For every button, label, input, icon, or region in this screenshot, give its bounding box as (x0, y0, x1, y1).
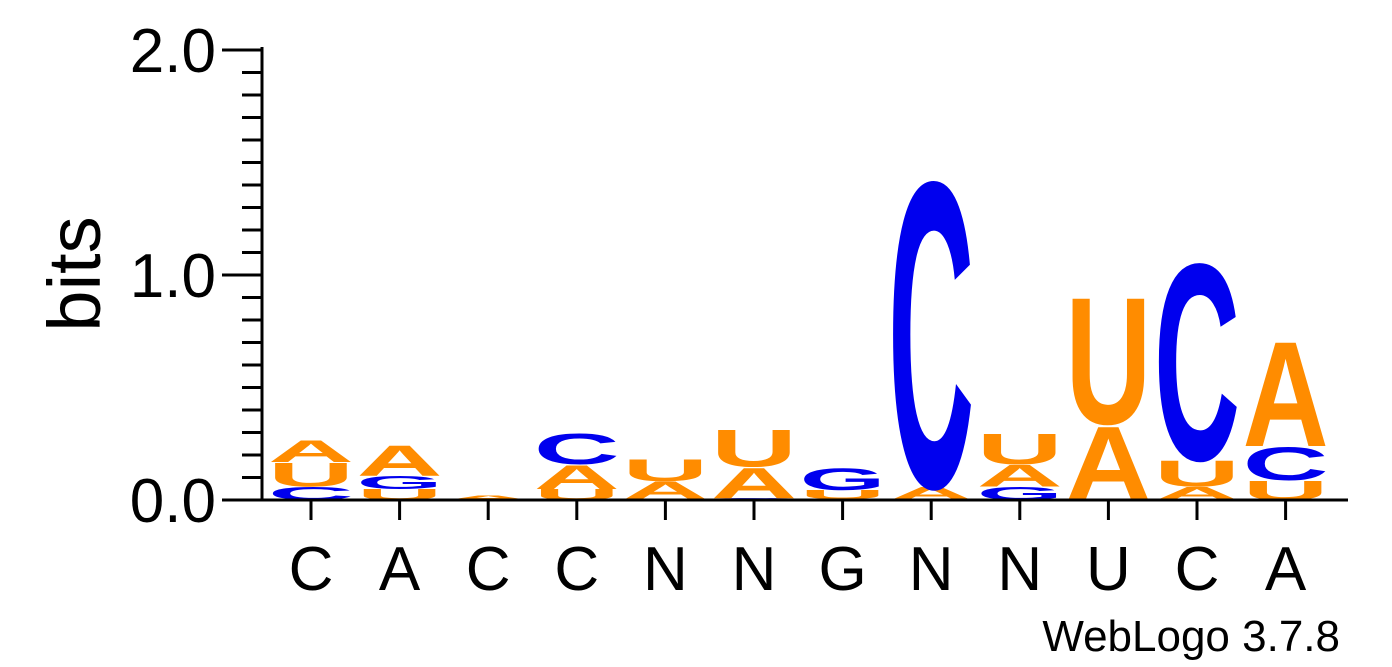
logo-glyph-a: A (268, 434, 354, 469)
glyph-stacks: CUAUGAAUACGAUGAUAUGACGAUAUAUCUCA (268, 91, 1329, 580)
y-tick-label: 2.0 (130, 17, 216, 86)
logo-glyph-u: U (268, 456, 354, 494)
logo-glyph-u: U (711, 419, 797, 478)
y-tick-label: 1.0 (130, 242, 216, 311)
position-label: G (818, 535, 866, 604)
position-label: A (1265, 535, 1307, 604)
position-label: N (643, 535, 688, 604)
logo-glyph-c: C (888, 91, 974, 580)
position-label: C (466, 535, 511, 604)
logo-glyph-a: A (357, 436, 443, 485)
logo-glyph-c: C (1243, 438, 1329, 490)
y-axis-label: bits (33, 216, 116, 331)
logo-glyph-u: U (1154, 453, 1240, 495)
logo-glyph-g: G (357, 472, 443, 493)
y-tick-label: 0.0 (130, 467, 216, 536)
position-label: N (909, 535, 954, 604)
logo-glyph-g: G (800, 462, 886, 497)
position-label: C (554, 535, 599, 604)
logo-glyph-c: C (534, 425, 620, 474)
logo-glyph-u: U (1065, 260, 1151, 462)
logo-glyph-u: U (800, 488, 886, 502)
position-label: A (379, 535, 421, 604)
logo-glyph-a: A (534, 458, 620, 496)
position-label: U (1086, 535, 1131, 604)
logo-glyph-u: U (977, 425, 1063, 474)
position-label: C (289, 535, 334, 604)
logo-glyph-a: A (977, 459, 1063, 494)
y-ticks: 0.0 1.0 2.0 (130, 17, 262, 536)
position-label: C (1175, 535, 1220, 604)
logo-glyph-a: A (445, 494, 531, 501)
logo-glyph-u: U (622, 453, 708, 488)
position-label: N (997, 535, 1042, 604)
position-label: N (732, 535, 777, 604)
weblogo-credit: WebLogo 3.7.8 (1042, 612, 1340, 661)
logo-glyph-a: A (1243, 310, 1329, 478)
logo-glyph-c: C (1154, 204, 1240, 519)
